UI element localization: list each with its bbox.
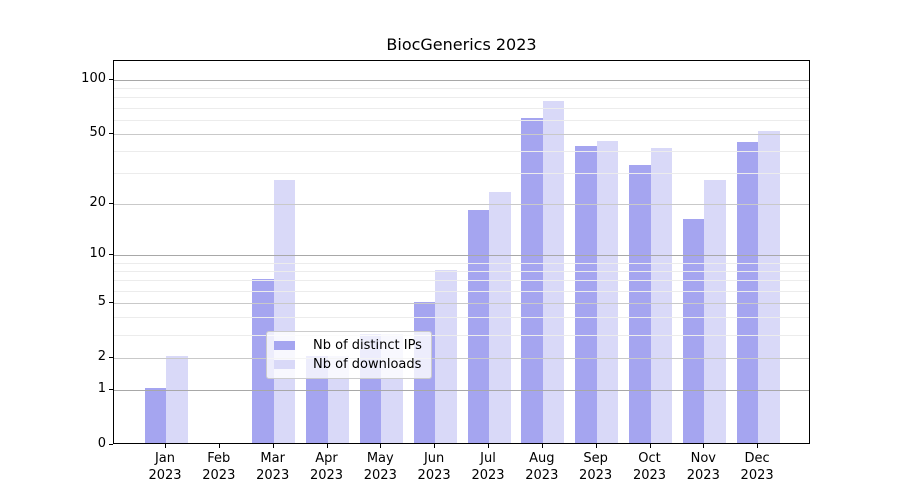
bar-downloads-jun: [435, 269, 457, 443]
legend-label-downloads: Nb of downloads: [313, 357, 422, 372]
bars-layer: [114, 61, 809, 443]
bar-downloads-dec: [758, 130, 780, 443]
x-tick-mark: [757, 444, 759, 448]
bar-distinct-ips-oct: [629, 164, 651, 443]
chart-title: BiocGenerics 2023: [386, 35, 537, 54]
x-tick-label-apr: Apr 2023: [309, 451, 344, 483]
x-tick-label-jan: Jan 2023: [148, 451, 182, 483]
y-tick-label: 20: [89, 195, 106, 210]
y-tick-mark: [109, 133, 113, 134]
y-tick-mark: [109, 388, 113, 390]
bar-distinct-ips-jan: [144, 388, 166, 443]
y-tick-label: 0: [97, 435, 106, 451]
legend-label-distinct-ips: Nb of distinct IPs: [313, 338, 422, 353]
bar-distinct-ips-nov: [682, 219, 705, 443]
x-tick-mark: [326, 444, 328, 448]
x-tick-mark: [595, 444, 597, 448]
x-tick-label-jun: Jun 2023: [417, 451, 451, 483]
y-tick-mark: [109, 302, 113, 303]
x-tick-label-sep: Sep 2023: [579, 451, 613, 483]
x-tick-label-feb: Feb 2023: [202, 451, 236, 483]
x-tick-mark: [434, 444, 436, 448]
y-tick-label: 2: [97, 348, 106, 364]
y-tick-mark: [109, 203, 113, 204]
x-tick-label-aug: Aug 2023: [525, 451, 559, 483]
legend-swatch-downloads: [274, 360, 295, 369]
x-tick-mark: [703, 444, 705, 448]
y-tick-label: 50: [89, 125, 106, 140]
bar-downloads-oct: [650, 147, 672, 443]
x-tick-mark: [488, 444, 489, 448]
bar-downloads-jan: [166, 356, 188, 443]
y-tick-label: 10: [89, 246, 106, 262]
legend-row-downloads: Nb of downloads: [274, 357, 422, 372]
x-tick-mark: [165, 444, 166, 448]
x-tick-label-may: May 2023: [363, 451, 397, 483]
x-tick-mark: [272, 444, 274, 448]
y-tick-label: 5: [97, 294, 106, 309]
y-tick-label: 100: [81, 71, 106, 86]
legend: Nb of distinct IPs Nb of downloads: [266, 331, 432, 379]
bar-downloads-nov: [704, 179, 726, 443]
x-tick-label-nov: Nov 2023: [686, 451, 720, 483]
x-tick-label-dec: Dec 2023: [740, 451, 774, 483]
x-tick-mark: [218, 444, 220, 448]
legend-row-distinct-ips: Nb of distinct IPs: [274, 338, 422, 353]
x-tick-mark: [380, 444, 382, 448]
bar-downloads-sep: [596, 140, 619, 443]
plot-area: [113, 60, 810, 444]
x-tick-mark: [541, 444, 543, 448]
x-tick-label-oct: Oct 2023: [632, 451, 667, 483]
x-tick-label-jul: Jul 2023: [471, 451, 505, 483]
bar-distinct-ips-mar: [252, 278, 274, 443]
bar-distinct-ips-sep: [575, 145, 597, 443]
y-tick-mark: [109, 356, 113, 358]
bar-downloads-mar: [273, 179, 296, 443]
bar-distinct-ips-aug: [521, 118, 543, 443]
bar-distinct-ips-jul: [467, 210, 489, 443]
bar-downloads-aug: [542, 101, 565, 443]
legend-swatch-distinct-ips: [274, 341, 295, 350]
bar-distinct-ips-dec: [736, 142, 759, 443]
y-tick-mark: [109, 443, 113, 445]
x-tick-label-mar: Mar 2023: [256, 451, 290, 483]
y-tick-label: 1: [97, 380, 106, 396]
x-tick-mark: [649, 444, 651, 448]
y-tick-mark: [109, 254, 113, 256]
y-tick-mark: [109, 79, 113, 80]
bar-downloads-jul: [489, 192, 511, 443]
